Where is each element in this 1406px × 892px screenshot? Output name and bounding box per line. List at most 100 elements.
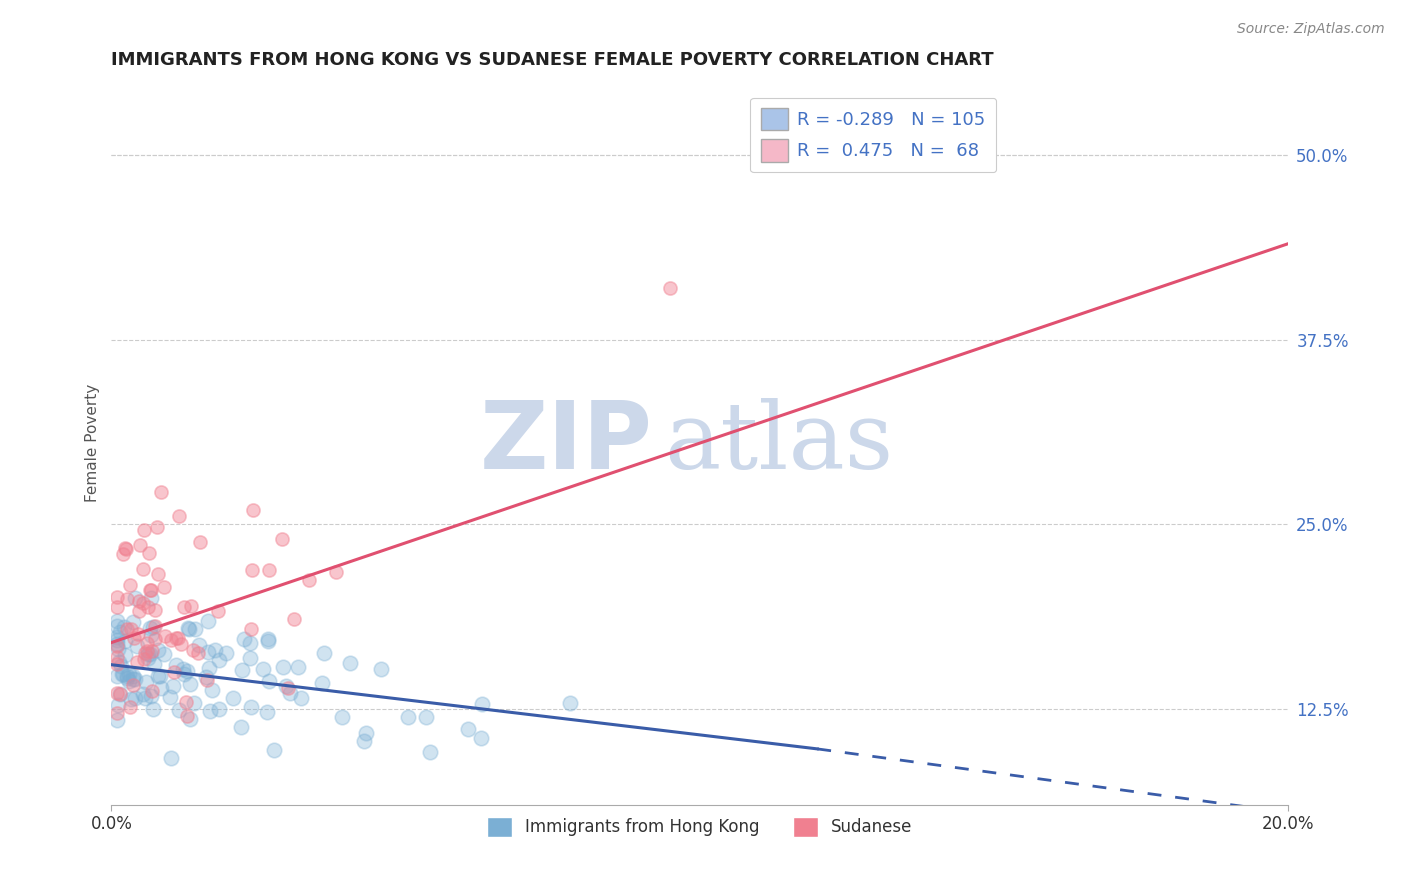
Point xyxy=(314,646,336,660)
Point xyxy=(174,696,197,710)
Point xyxy=(141,591,163,606)
Point xyxy=(150,485,173,500)
Point xyxy=(108,687,131,701)
Point xyxy=(415,709,437,723)
Point xyxy=(143,619,166,633)
Point xyxy=(114,541,136,555)
Point xyxy=(118,699,141,714)
Point xyxy=(256,634,278,648)
Point xyxy=(277,681,299,695)
Point xyxy=(354,725,377,739)
Point xyxy=(215,647,238,661)
Point xyxy=(138,546,160,560)
Point xyxy=(239,635,262,649)
Point xyxy=(173,666,195,681)
Point xyxy=(257,632,280,647)
Point xyxy=(136,600,159,615)
Point xyxy=(139,582,162,597)
Point xyxy=(107,698,129,712)
Point xyxy=(187,638,209,652)
Point xyxy=(128,604,150,618)
Point xyxy=(222,691,245,706)
Point xyxy=(139,647,162,661)
Point xyxy=(242,502,264,516)
Point xyxy=(197,614,219,628)
Point xyxy=(132,596,155,610)
Point xyxy=(125,639,148,653)
Point xyxy=(108,624,131,639)
Point xyxy=(283,612,305,626)
Point xyxy=(419,745,441,759)
Point xyxy=(141,644,163,658)
Point xyxy=(167,509,190,524)
Point xyxy=(167,631,190,645)
Point xyxy=(159,632,181,647)
Point xyxy=(105,657,128,671)
Text: Source: ZipAtlas.com: Source: ZipAtlas.com xyxy=(1237,22,1385,37)
Point xyxy=(197,661,219,675)
Point xyxy=(155,629,177,643)
Point xyxy=(297,573,319,587)
Point xyxy=(239,700,262,714)
Point xyxy=(470,731,492,745)
Point xyxy=(105,713,128,727)
Point xyxy=(159,690,181,704)
Point xyxy=(560,696,582,710)
Point xyxy=(120,578,142,592)
Point xyxy=(132,651,155,665)
Point xyxy=(135,644,157,658)
Point xyxy=(271,532,294,546)
Point xyxy=(139,689,162,703)
Point xyxy=(396,709,419,723)
Point xyxy=(252,662,274,676)
Point xyxy=(204,642,226,657)
Point xyxy=(105,633,128,648)
Point xyxy=(181,642,204,657)
Point xyxy=(125,655,148,669)
Point xyxy=(139,621,162,635)
Point xyxy=(112,547,135,561)
Point xyxy=(124,673,146,687)
Point xyxy=(134,691,156,706)
Point xyxy=(231,720,253,734)
Point xyxy=(114,648,136,663)
Point xyxy=(105,590,128,604)
Point xyxy=(278,686,301,700)
Point xyxy=(207,653,229,667)
Point xyxy=(287,660,309,674)
Point xyxy=(105,630,128,644)
Point xyxy=(276,679,298,693)
Point xyxy=(162,679,184,693)
Point xyxy=(114,541,136,556)
Point xyxy=(121,672,143,686)
Point xyxy=(163,665,186,680)
Point xyxy=(183,697,205,711)
Point xyxy=(124,691,146,706)
Point xyxy=(108,687,131,701)
Point xyxy=(195,670,218,684)
Point xyxy=(242,563,264,577)
Point xyxy=(353,733,375,747)
Point xyxy=(197,645,219,659)
Point xyxy=(195,673,218,687)
Point xyxy=(128,537,150,551)
Point xyxy=(105,600,128,615)
Point xyxy=(141,683,163,698)
Point xyxy=(165,631,187,645)
Point xyxy=(105,686,128,700)
Point xyxy=(121,668,143,682)
Point xyxy=(143,632,166,647)
Point xyxy=(160,751,183,765)
Point xyxy=(132,523,155,537)
Point xyxy=(146,520,169,534)
Point xyxy=(114,620,136,634)
Point xyxy=(207,604,229,618)
Point xyxy=(332,710,354,724)
Point xyxy=(132,562,155,576)
Point xyxy=(132,687,155,701)
Point xyxy=(659,281,682,295)
Point xyxy=(146,668,169,682)
Point xyxy=(143,603,166,617)
Point xyxy=(150,681,173,695)
Point xyxy=(120,623,142,637)
